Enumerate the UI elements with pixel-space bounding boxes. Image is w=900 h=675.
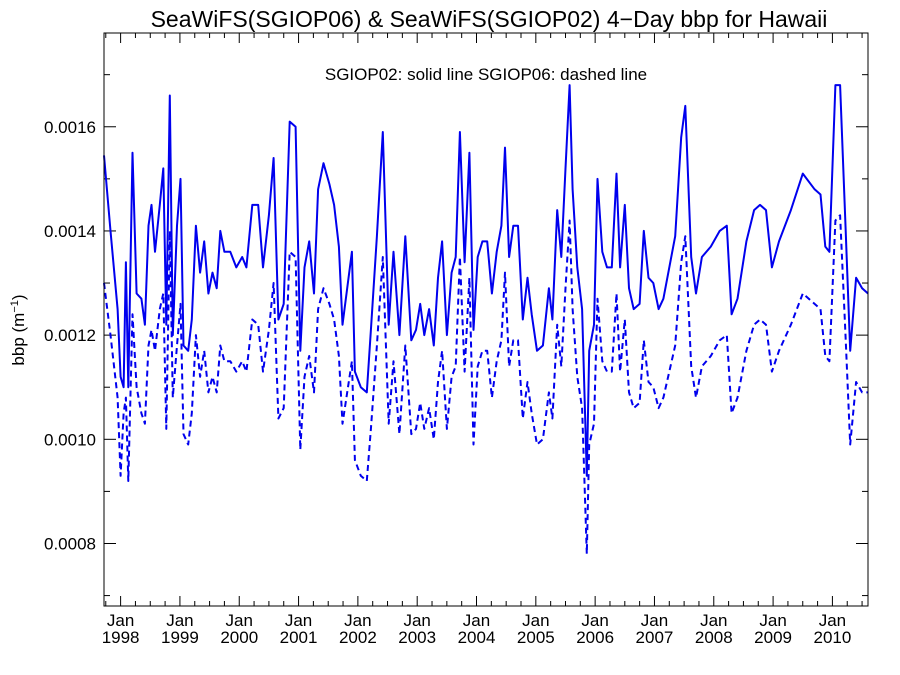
y-tick-label: 0.0010 <box>44 430 96 449</box>
x-tick-label-year: 2009 <box>754 628 792 647</box>
x-tick-label-year: 2008 <box>695 628 733 647</box>
x-tick-label-year: 2000 <box>220 628 258 647</box>
series-line-sgiop06 <box>103 214 868 555</box>
x-tick-label-month: Jan <box>344 611 371 630</box>
x-tick-label-year: 2005 <box>517 628 555 647</box>
x-tick-label-month: Jan <box>166 611 193 630</box>
y-tick-label: 0.0016 <box>44 118 96 137</box>
x-tick-label-month: Jan <box>641 611 668 630</box>
x-tick-label-year: 2007 <box>636 628 674 647</box>
chart-title: SeaWiFS(SGIOP06) & SeaWiFS(SGIOP02) 4−Da… <box>151 6 828 32</box>
x-tick-label-year: 2006 <box>576 628 614 647</box>
x-tick-label-year: 1999 <box>161 628 199 647</box>
x-tick-label-month: Jan <box>522 611 549 630</box>
y-tick-label: 0.0014 <box>44 222 96 241</box>
y-axis-label: bbp (m−1) <box>9 294 28 365</box>
x-tick-label-year: 2010 <box>813 628 851 647</box>
x-tick-label-month: Jan <box>107 611 134 630</box>
y-axis-label-main: bbp (m <box>9 313 28 366</box>
x-tick-label-month: Jan <box>819 611 846 630</box>
x-tick-label-year: 2001 <box>280 628 318 647</box>
axis-ticks: 0.00080.00100.00120.00140.0016Jan1998Jan… <box>44 33 868 647</box>
x-tick-label-year: 2002 <box>339 628 377 647</box>
y-tick-label: 0.0012 <box>44 326 96 345</box>
y-axis-label-close: ) <box>9 294 28 300</box>
annotation: SGIOP02: solid line SGIOP06: dashed line <box>325 65 647 84</box>
x-tick-label-month: Jan <box>463 611 490 630</box>
plot-frame <box>103 32 869 607</box>
x-tick-label-month: Jan <box>759 611 786 630</box>
y-tick-label: 0.0008 <box>44 534 96 553</box>
x-tick-label-month: Jan <box>403 611 430 630</box>
x-tick-label-year: 1998 <box>102 628 140 647</box>
x-tick-label-month: Jan <box>226 611 253 630</box>
x-tick-label-year: 2003 <box>398 628 436 647</box>
x-tick-label-year: 2004 <box>458 628 496 647</box>
series-layer <box>103 84 869 555</box>
x-tick-label-month: Jan <box>285 611 312 630</box>
x-tick-label-month: Jan <box>581 611 608 630</box>
y-axis-label-sup: −1 <box>9 300 21 313</box>
x-tick-label-month: Jan <box>700 611 727 630</box>
series-line-sgiop02 <box>103 84 869 477</box>
